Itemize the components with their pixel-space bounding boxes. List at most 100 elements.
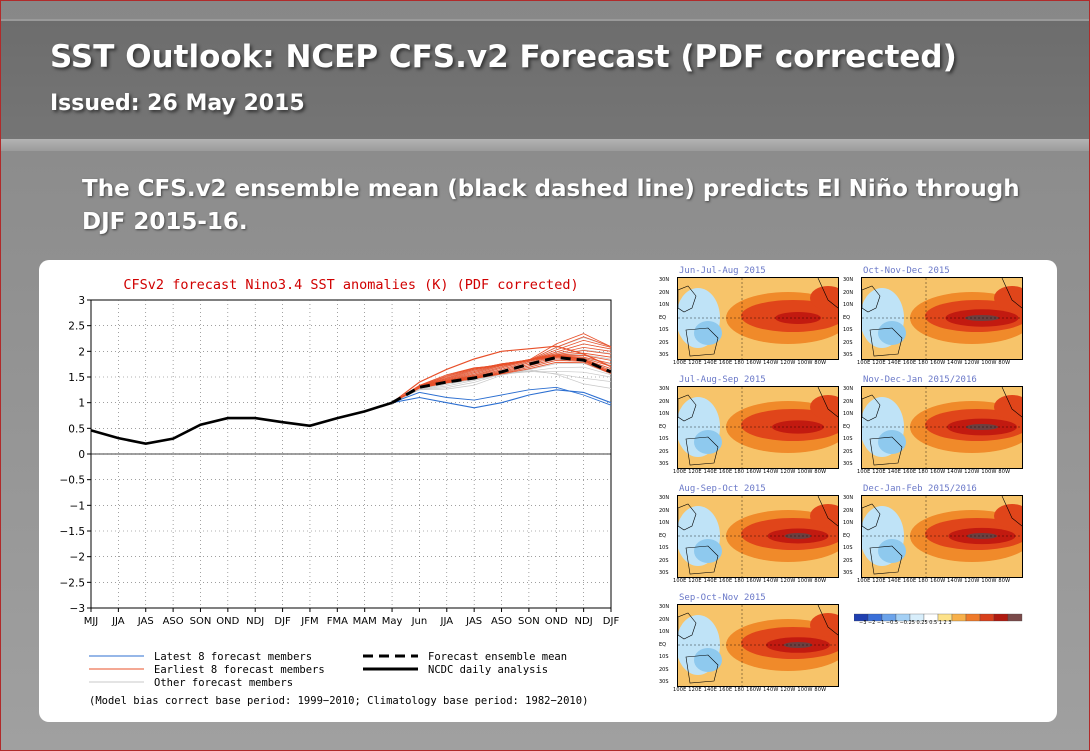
- map-lat-label: 20N: [659, 507, 670, 514]
- map-field: [861, 386, 1023, 469]
- map-lat-label: 10S: [659, 327, 669, 333]
- latest-members-series: [391, 389, 612, 409]
- x-tick-label: ASO: [491, 616, 512, 627]
- nino34-plume-chart: CFSv2 forecast Nino3.4 SST anomalies (K)…: [60, 277, 620, 707]
- map-lat-label: 10N: [843, 302, 854, 308]
- map-lat-label: 30S: [843, 352, 853, 358]
- map-lat-label: 30N: [843, 495, 854, 501]
- ncdc-analysis-series: [90, 401, 393, 446]
- map-lat-label: 30N: [659, 604, 670, 610]
- legend-label: Other forecast members: [154, 677, 293, 689]
- map-lat-label: 10S: [843, 327, 853, 333]
- map-anomaly-svg: [862, 496, 1022, 577]
- earliest-member-line: [391, 336, 612, 404]
- y-tick-label: 1: [78, 398, 85, 410]
- map-anomaly-svg: [862, 387, 1022, 468]
- x-tick-label: JJA: [111, 616, 125, 627]
- header-divider: [1, 139, 1089, 151]
- map-lat-label: EQ: [659, 641, 667, 648]
- y-tick-label: 2: [78, 346, 85, 358]
- map-lat-label: 30N: [843, 277, 854, 283]
- legend-label: Forecast ensemble mean: [428, 651, 567, 663]
- map-field: [677, 277, 839, 360]
- map-lat-label: 10N: [843, 411, 854, 417]
- x-tick-label: Jun: [411, 616, 428, 627]
- header-band: [1, 19, 1089, 141]
- issued-date: Issued: 26 May 2015: [50, 91, 305, 116]
- map-lat-label: 20S: [843, 339, 853, 346]
- chart-footnote: (Model bias correct base period: 1999−20…: [89, 695, 588, 707]
- map-lat-label: 30S: [843, 570, 853, 576]
- map-lon-labels: 100E 120E 140E 160E 180 160W 140W 120W 1…: [673, 469, 827, 475]
- x-tick-label: DJF: [603, 616, 620, 627]
- map-anomaly-svg: [678, 278, 838, 359]
- slide-subtitle: The CFS.v2 ensemble mean (black dashed l…: [82, 176, 1020, 235]
- map-anomaly-svg: [678, 387, 838, 468]
- map-lat-label: EQ: [659, 532, 667, 539]
- map-lat-label: 20N: [843, 398, 854, 405]
- y-tick-label: −2.5: [60, 577, 86, 589]
- map-field: [677, 604, 839, 687]
- map-lon-labels: 100E 120E 140E 160E 180 160W 140W 120W 1…: [673, 687, 827, 693]
- map-lat-label: 20N: [843, 507, 854, 514]
- map-lat-label: 10S: [659, 654, 669, 660]
- map-lat-label: 10S: [659, 436, 669, 442]
- map-lat-label: 20S: [843, 448, 853, 455]
- map-lat-label: EQ: [659, 423, 667, 430]
- x-tick-label: NDJ: [575, 616, 593, 627]
- map-season-label: Jun-Jul-Aug 2015: [679, 266, 766, 276]
- other-member-line: [391, 369, 612, 404]
- map-lat-label: EQ: [843, 532, 851, 539]
- map-lat-label: 10N: [659, 520, 670, 526]
- map-lat-label: 20S: [659, 557, 669, 564]
- x-tick-label: NDJ: [246, 616, 264, 627]
- sst-map-panel: Jun-Jul-Aug 2015 30N 20N 10N EQ 10S 20S 30S 100E…: [659, 266, 844, 374]
- legend-label: NCDC daily analysis: [428, 664, 548, 676]
- map-lat-label: 20S: [659, 339, 669, 346]
- y-tick-label: −2: [70, 552, 85, 564]
- x-tick-label: JAS: [465, 616, 482, 627]
- sst-map-panel: Dec-Jan-Feb 2015/2016 30N 20N 10N EQ 10S 20S 30…: [843, 484, 1028, 592]
- sst-map-panel: Sep-Oct-Nov 2015 30N 20N 10N EQ 10S 20S 30S 100E…: [659, 593, 844, 701]
- map-lat-label: EQ: [843, 314, 851, 321]
- map-lat-label: 20N: [659, 616, 670, 623]
- map-lat-label: 30S: [843, 461, 853, 467]
- map-lat-label: EQ: [659, 314, 667, 321]
- map-lat-label: 20S: [659, 666, 669, 673]
- slide-title: SST Outlook: NCEP CFS.v2 Forecast (PDF c…: [50, 39, 957, 75]
- map-lat-label: 30N: [659, 277, 670, 283]
- x-tick-label: JAS: [137, 616, 154, 627]
- x-tick-label: FMA: [327, 616, 348, 627]
- map-season-label: Sep-Oct-Nov 2015: [679, 593, 766, 603]
- map-season-label: Oct-Nov-Dec 2015: [863, 266, 950, 276]
- x-tick-label: ASO: [163, 616, 184, 627]
- x-tick-label: MJJ: [84, 616, 99, 627]
- y-tick-label: 0.5: [68, 423, 85, 435]
- map-lat-label: 10S: [659, 545, 669, 551]
- y-tick-label: −3: [70, 603, 85, 615]
- map-lon-labels: 100E 120E 140E 160E 180 160W 140W 120W 1…: [857, 469, 1011, 475]
- sst-map-panel: Jul-Aug-Sep 2015 30N 20N 10N EQ 10S 20S 30S 100E…: [659, 375, 844, 483]
- map-lat-label: 20N: [659, 398, 670, 405]
- legend-label: Earliest 8 forecast members: [154, 664, 325, 676]
- map-lon-labels: 100E 120E 140E 160E 180 160W 140W 120W 1…: [857, 578, 1011, 584]
- y-tick-label: 1.5: [68, 372, 85, 384]
- sst-map-panel: Aug-Sep-Oct 2015 30N 20N 10N EQ 10S 20S 30S 100E…: [659, 484, 844, 592]
- map-lat-label: 30S: [659, 679, 669, 685]
- earliest-member-line: [391, 339, 612, 404]
- map-anomaly-svg: [678, 496, 838, 577]
- map-lon-labels: 100E 120E 140E 160E 180 160W 140W 120W 1…: [673, 360, 827, 366]
- map-field: [677, 386, 839, 469]
- chart-title: CFSv2 forecast Nino3.4 SST anomalies (K)…: [123, 277, 578, 293]
- y-tick-label: −1: [70, 500, 85, 512]
- earliest-members-series: [391, 345, 612, 404]
- colorbar-svg: [853, 613, 1023, 622]
- map-lat-label: 30S: [659, 461, 669, 467]
- legend-label: Latest 8 forecast members: [154, 651, 312, 663]
- map-season-label: Nov-Dec-Jan 2015/2016: [863, 375, 977, 385]
- map-field: [861, 277, 1023, 360]
- figure-panel: CFSv2 forecast Nino3.4 SST anomalies (K)…: [39, 260, 1057, 722]
- x-tick-label: May: [382, 616, 403, 627]
- map-season-label: Jul-Aug-Sep 2015: [679, 375, 766, 385]
- colorbar-labels: −3 −2 −1 −0.5 −0.25 0.25 0.5 1 2 3: [859, 620, 952, 626]
